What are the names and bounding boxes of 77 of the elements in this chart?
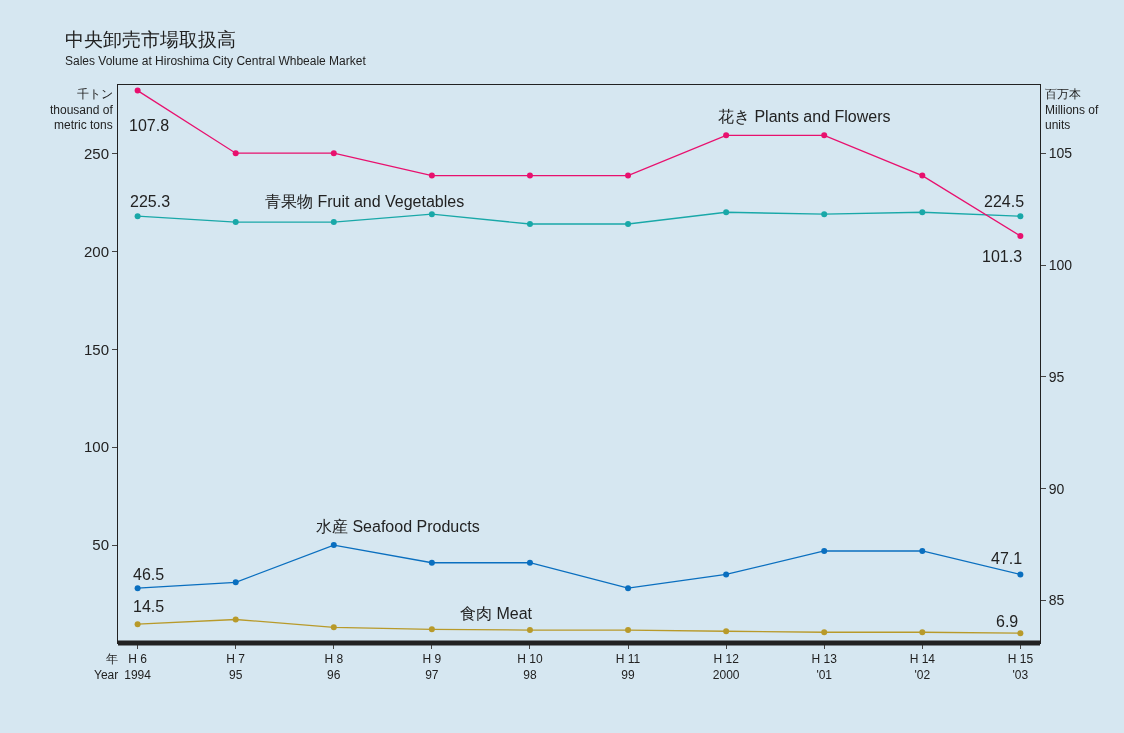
point — [821, 547, 828, 554]
point — [134, 585, 141, 592]
x-tick-label: H 9 97 — [422, 652, 442, 682]
y-tick-label: 100 — [83, 438, 109, 456]
point — [526, 627, 533, 634]
x-tick-label: H 13 '01 — [811, 652, 838, 682]
point — [625, 221, 632, 228]
y2-axis-title: 百万本 Millions of units — [1045, 87, 1100, 133]
point — [428, 172, 435, 179]
chart-title: 中央卸売市場取扱高 — [65, 29, 236, 50]
annotation: 224.5 — [984, 193, 1025, 210]
point — [919, 209, 926, 216]
point — [330, 542, 337, 549]
annotation: 花き Plants and Flowers — [718, 108, 891, 125]
point — [919, 547, 926, 554]
point — [821, 211, 828, 218]
y2-tick-label: 105 — [1048, 145, 1073, 162]
point — [821, 132, 828, 139]
y-tick-label: 50 — [92, 536, 109, 554]
y-tick-label: 250 — [83, 144, 109, 162]
point — [330, 624, 337, 631]
y-tick-label: 150 — [83, 340, 109, 358]
x-tick-label: H 8 96 — [324, 652, 344, 682]
y-axis-title: 千トン thousand of metric tons — [50, 87, 114, 133]
point — [428, 211, 435, 218]
point — [1017, 571, 1024, 578]
annotation: 水産 Seafood Products — [316, 518, 480, 535]
point — [232, 150, 239, 157]
point — [134, 621, 141, 628]
point — [625, 585, 632, 592]
y-tick-label: 200 — [83, 242, 109, 260]
point — [232, 219, 239, 226]
point — [330, 150, 337, 157]
annotation: 食肉 Meat — [460, 605, 533, 622]
annotation: 青果物 Fruit and Vegetables — [265, 193, 465, 210]
x-tick-label: H 6 1994 — [124, 652, 152, 682]
point — [1017, 213, 1024, 220]
point — [1017, 630, 1024, 637]
x-tick-label: H 14 '02 — [909, 652, 936, 682]
y2-tick-label: 85 — [1048, 592, 1065, 609]
point — [723, 628, 730, 635]
point — [723, 209, 730, 216]
chart-subtitle: Sales Volume at Hiroshima City Central Whbeale Market — [65, 54, 367, 68]
y2-tick-label: 90 — [1048, 480, 1065, 497]
point — [330, 219, 337, 226]
point — [526, 172, 533, 179]
x-tick-label: H 7 95 — [226, 652, 246, 682]
annotation: 101.3 — [982, 248, 1023, 265]
x-axis-title: 年 Year — [94, 652, 119, 682]
annotation: 6.9 — [996, 613, 1019, 630]
point — [232, 616, 239, 623]
point — [821, 629, 828, 636]
point — [134, 213, 141, 220]
y2-tick-label: 100 — [1048, 256, 1073, 273]
x-tick-label: H 12 2000 — [712, 652, 740, 682]
point — [723, 132, 730, 139]
point — [526, 559, 533, 566]
annotation: 14.5 — [133, 598, 165, 615]
point — [1017, 232, 1024, 239]
point — [723, 571, 730, 578]
x-tick-label: H 11 99 — [615, 652, 641, 682]
x-tick-label: H 15 '03 — [1007, 652, 1034, 682]
point — [428, 559, 435, 566]
point — [232, 579, 239, 586]
annotation: 107.8 — [129, 117, 170, 134]
point — [428, 626, 435, 633]
point — [919, 172, 926, 179]
y2-tick-label: 95 — [1048, 368, 1065, 385]
point — [526, 221, 533, 228]
x-tick-label: H 10 98 — [517, 652, 543, 682]
point — [625, 627, 632, 634]
annotation: 46.5 — [133, 566, 165, 583]
annotation: 47.1 — [991, 550, 1023, 567]
point — [625, 172, 632, 179]
point — [919, 629, 926, 636]
annotation: 225.3 — [130, 193, 171, 210]
point — [134, 87, 141, 94]
